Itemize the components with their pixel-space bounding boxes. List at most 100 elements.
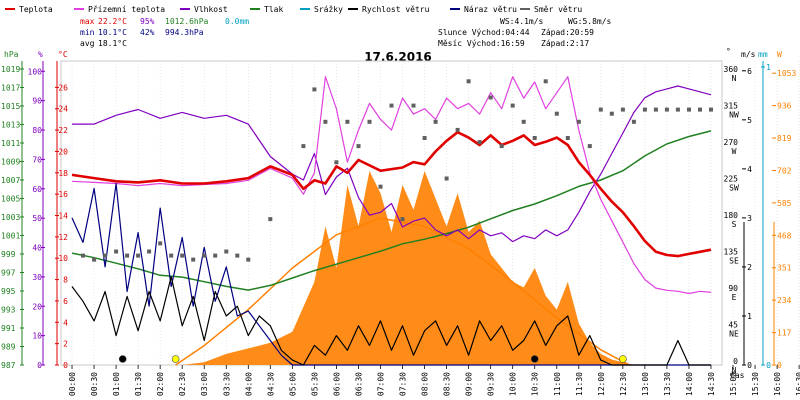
chart-title: 17.6.2016 [364, 50, 432, 64]
x-tick-label: 02:30 [178, 372, 187, 396]
hpa-tick-label: 1001 [1, 231, 20, 240]
dir-tick-degrees: 225 [724, 175, 739, 184]
series-smer-vetru-point [499, 144, 504, 149]
wm2-tick-label: 1053 [777, 69, 796, 78]
pct-axis-label: % [38, 50, 43, 59]
mm-tick-label: 1 [766, 63, 771, 72]
degc-tick-label: 0 [63, 361, 68, 370]
pct-tick-label: 90 [32, 97, 42, 106]
stat-avg-temp: 18.1°C [98, 39, 127, 48]
series-smer-vetru-point [356, 144, 361, 149]
wm2-tick-label: 0 [777, 361, 782, 370]
x-tick-label: 00:30 [90, 372, 99, 396]
dir-tick-compass: NW [729, 111, 739, 120]
marker-moonrise [530, 355, 539, 363]
x-tick-label: 00:00 [68, 372, 77, 396]
degc-tick-label: 20 [58, 147, 68, 156]
stat-min-label: min [80, 28, 95, 37]
hpa-tick-label: 995 [1, 287, 16, 296]
pct-tick-label: 70 [32, 155, 42, 164]
x-tick-label: 05:30 [310, 372, 319, 396]
series-smer-vetru-point [521, 119, 526, 124]
x-tick-label: 08:00 [421, 372, 430, 396]
series-smer-vetru-point [246, 257, 251, 262]
dir-tick-degrees: 360 [724, 65, 739, 74]
series-smer-vetru-point [444, 176, 449, 181]
hpa-tick-label: 1011 [1, 139, 20, 148]
dir-tick-degrees: 90 [728, 284, 738, 293]
stat-moon-set: Západ:2:17 [541, 39, 589, 48]
degc-tick-label: 18 [58, 169, 68, 178]
series-smer-vetru-point [400, 217, 405, 222]
wm2-tick-label: 234 [777, 296, 792, 305]
legend: Teplota Přízemní teplota Vlhkost Tlak Srážky… [5, 5, 582, 14]
dir-tick-degrees: 45 [728, 321, 738, 330]
wm2-tick-label: 117 [777, 329, 792, 338]
series-smer-vetru-point [136, 253, 141, 258]
stat-min-press: 994.3hPa [165, 28, 204, 37]
x-tick-label: 07:00 [376, 372, 385, 396]
legend-label-5: Rychlost větru [362, 5, 430, 14]
series-smer-vetru-point [554, 111, 559, 116]
hpa-tick-label: 997 [1, 268, 16, 277]
hpa-tick-label: 1003 [1, 213, 20, 222]
degc-tick-label: 16 [58, 190, 68, 199]
series-smer-vetru-point [576, 119, 581, 124]
x-tick-label: 13:00 [641, 372, 650, 396]
axes: 00:00 00:30 01:00 01:30 02:00 02:30 03:00 03:30… [1, 47, 800, 396]
series-smer-vetru-point [345, 119, 350, 124]
dir-tick-compass: N [732, 74, 737, 83]
series-smer-vetru-point [687, 107, 691, 112]
hpa-tick-label: 1017 [1, 83, 20, 92]
stat-max-press: 1012.6hPa [165, 17, 209, 26]
series-smer-vetru-point [235, 253, 240, 258]
series-smer-vetru-point [268, 217, 273, 222]
x-tick-label: 07:30 [399, 372, 408, 396]
stats-panel: max 22.2°C 95% 1012.6hPa 0.0mm min 10.1°… [80, 17, 612, 48]
hpa-tick-label: 999 [1, 250, 16, 259]
degc-tick-label: 10 [58, 254, 68, 263]
legend-label-4: Srážky [314, 5, 343, 14]
series-naraz-vetru [71, 183, 711, 366]
wm2-tick-label: 819 [777, 134, 792, 143]
series-smer-vetru-point [698, 107, 702, 112]
x-tick-label: 03:00 [200, 372, 209, 396]
series-smer-vetru-point [455, 127, 460, 132]
series-smer-vetru-point [334, 160, 339, 165]
pct-tick-label: 0 [37, 361, 42, 370]
series-smer-vetru-point [81, 253, 85, 258]
x-tick-label: 16:30 [795, 372, 800, 396]
series-prizemni-teplota [71, 76, 712, 295]
degc-tick-label: 26 [58, 83, 68, 92]
series-smer-vetru-point [411, 103, 416, 108]
x-tick-label: 03:30 [222, 372, 231, 396]
dir-axis-label: ° [726, 47, 731, 56]
x-tick-label: 08:30 [443, 372, 452, 396]
x-tick-label: 06:30 [354, 372, 363, 396]
series-smer-vetru-point [301, 144, 306, 149]
pct-tick-label: 30 [32, 273, 42, 282]
dir-tick-compass: NE [729, 330, 739, 339]
legend-label-6: Náraz větru [464, 5, 517, 14]
x-tick-label: 12:00 [597, 372, 606, 396]
degc-axis-label: °C [58, 50, 68, 59]
series-smer-vetru-point [213, 253, 218, 258]
pct-tick-label: 40 [32, 244, 42, 253]
series-slunecni-zareni [72, 171, 711, 365]
series-smer-vetru-point [367, 119, 372, 124]
stat-min-temp: 10.1°C [98, 28, 127, 37]
x-tick-label: 10:30 [531, 372, 540, 396]
x-tick-label: 14:00 [685, 372, 694, 396]
pct-tick-label: 50 [32, 214, 42, 223]
series-smer-vetru-point [620, 107, 625, 112]
marker-sunset [619, 355, 627, 363]
series-smer-vetru-point [510, 103, 515, 108]
stat-wg: WG:5.8m/s [568, 17, 612, 26]
series-smer-vetru-point [488, 95, 493, 100]
series-smer-vetru-point [224, 249, 229, 254]
x-tick-label: 09:30 [487, 372, 496, 396]
x-tick-label: 04:30 [266, 372, 275, 396]
x-tick-label: 11:30 [575, 372, 584, 396]
dir-tick-compass: E [732, 293, 737, 302]
